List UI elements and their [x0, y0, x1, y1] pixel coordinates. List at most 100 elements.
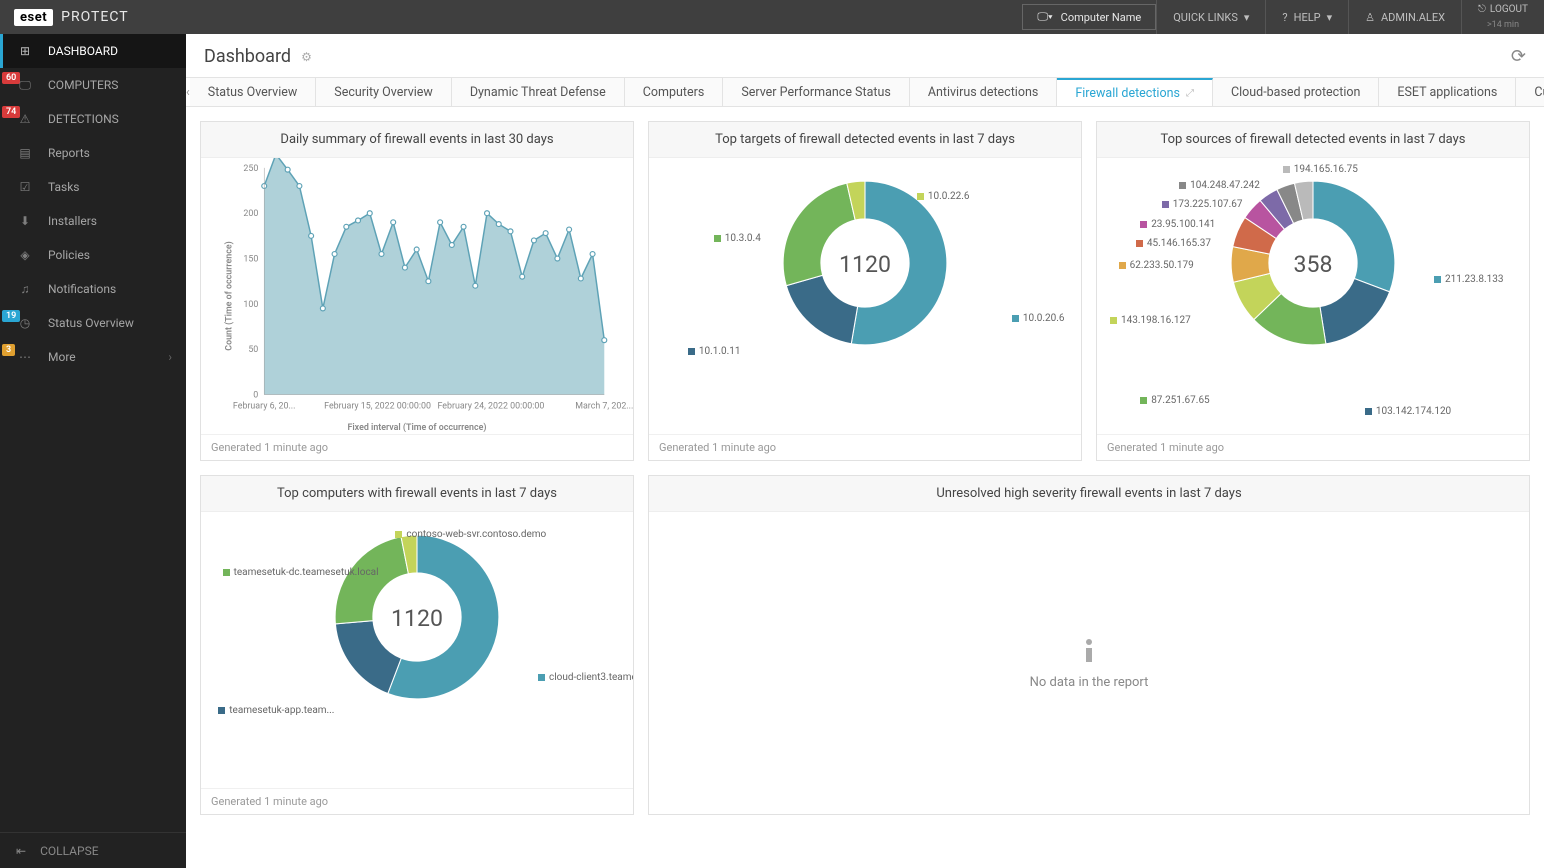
sidebar-label: Tasks [48, 180, 80, 194]
legend-swatch [1110, 317, 1117, 324]
svg-text:250: 250 [243, 164, 258, 174]
svg-text:February 24, 2022 00:00:00: February 24, 2022 00:00:00 [438, 401, 545, 411]
svg-text:1120: 1120 [839, 251, 891, 278]
tab-computers[interactable]: Computers [625, 78, 724, 106]
legend-label: 173.225.107.67 [1173, 199, 1243, 210]
tab-label: Custom Dashboard - Alex [1534, 85, 1544, 100]
legend-swatch [1136, 240, 1143, 247]
legend-swatch [1140, 221, 1147, 228]
svg-text:100: 100 [243, 300, 258, 310]
panel-title: Unresolved high severity firewall events… [649, 476, 1529, 512]
sidebar-icon: ⋯ [16, 348, 34, 366]
legend-label: cloud-client3.teames... [549, 672, 633, 683]
brand-eset: eset [14, 9, 53, 26]
legend-label: 103.142.174.120 [1376, 406, 1451, 417]
tab-antivirus-detections[interactable]: Antivirus detections [910, 78, 1058, 106]
tab-cloud-based-protection[interactable]: Cloud-based protection [1213, 78, 1379, 106]
svg-text:358: 358 [1294, 251, 1333, 278]
legend-label: 87.251.67.65 [1151, 395, 1210, 406]
legend-label: teamesetuk-dc.teamesetuk.local [234, 567, 379, 578]
sidebar-item-installers[interactable]: ⬇Installers [0, 204, 186, 238]
tab-server-performance-status[interactable]: Server Performance Status [723, 78, 910, 106]
panel-title: Top sources of firewall detected events … [1097, 122, 1529, 158]
legend-item: 173.225.107.67 [1162, 199, 1243, 210]
sidebar-label: DASHBOARD [48, 44, 118, 58]
legend-item: 62.233.50.179 [1119, 260, 1194, 271]
panel-daily-summary: Daily summary of firewall events in last… [200, 121, 634, 461]
legend-item: 143.198.16.127 [1110, 315, 1191, 326]
sidebar-item-notifications[interactable]: ♫Notifications [0, 272, 186, 306]
panel-title: Daily summary of firewall events in last… [201, 122, 633, 158]
area-chart: 050100150200250February 6, 20...February… [201, 158, 633, 434]
legend-label: 211.23.8.133 [1445, 274, 1504, 285]
logout-button[interactable]: ⎋ LOGOUT >14 min [1461, 0, 1544, 34]
donut-chart: 1120 [760, 158, 970, 368]
nodata-text: No data in the report [1030, 675, 1149, 690]
sidebar-item-reports[interactable]: ▤ Reports [0, 136, 186, 170]
sidebar-label: Notifications [48, 282, 116, 296]
tab-label: Server Performance Status [741, 85, 891, 100]
tab-status-overview[interactable]: Status Overview [190, 78, 317, 106]
logout-timer: >14 min [1487, 21, 1519, 31]
legend-item: 45.146.165.37 [1136, 238, 1211, 249]
sidebar-item-status-overview[interactable]: 19◷Status Overview [0, 306, 186, 340]
legend-item: contoso-web-svr.contoso.demo [395, 529, 546, 540]
sidebar-item-tasks[interactable]: ☑Tasks [0, 170, 186, 204]
legend-item: 103.142.174.120 [1365, 406, 1451, 417]
sidebar-icon: ▤ [16, 144, 34, 162]
legend-label: 10.0.20.6 [1023, 313, 1065, 324]
badge: 3 [2, 344, 15, 356]
sidebar-item-detections[interactable]: 74⚠DETECTIONS [0, 102, 186, 136]
sidebar-item-policies[interactable]: ◈Policies [0, 238, 186, 272]
legend-label: 45.146.165.37 [1147, 238, 1211, 249]
computer-name-selector[interactable]: 🖵▾ Computer Name [1022, 4, 1156, 30]
legend-item: 10.1.0.11 [688, 346, 741, 357]
panel-unresolved: Unresolved high severity firewall events… [648, 475, 1530, 815]
legend-item: 10.0.20.6 [1012, 313, 1065, 324]
quick-links-menu[interactable]: QUICK LINKS▾ [1156, 0, 1265, 34]
donut-chart: 1120 [312, 512, 522, 722]
refresh-icon[interactable]: ⟳ [1511, 46, 1526, 67]
chevron-right-icon: › [168, 350, 172, 364]
admin-menu[interactable]: ♙ADMIN.ALEX [1348, 0, 1461, 34]
sidebar-item-computers[interactable]: 60🖵COMPUTERS [0, 68, 186, 102]
legend-label: 104.248.47.242 [1190, 180, 1260, 191]
sidebar-label: More [48, 350, 76, 364]
svg-text:200: 200 [243, 209, 258, 219]
legend-item: 211.23.8.133 [1434, 274, 1504, 285]
legend-swatch [395, 531, 402, 538]
svg-text:February 6, 20...: February 6, 20... [233, 401, 296, 411]
collapse-label: COLLAPSE [40, 844, 98, 858]
tab-label: Cloud-based protection [1231, 85, 1360, 100]
legend-label: 10.1.0.11 [699, 346, 741, 357]
expand-icon[interactable]: ⤢ [1186, 88, 1194, 99]
sidebar-label: Installers [48, 214, 97, 228]
tab-eset-applications[interactable]: ESET applications [1379, 78, 1516, 106]
panel-footer: Generated 1 minute ago [201, 434, 633, 460]
tab-label: Status Overview [208, 85, 298, 100]
tab-dynamic-threat-defense[interactable]: Dynamic Threat Defense [452, 78, 625, 106]
svg-text:Fixed interval (Time of occurr: Fixed interval (Time of occurrence) [348, 422, 487, 433]
sidebar-label: Reports [48, 146, 90, 160]
sidebar-icon: ⊞ [16, 42, 34, 60]
svg-text:50: 50 [248, 345, 258, 355]
caret-down-icon: ▾ [1244, 11, 1250, 24]
panel-top-computers: Top computers with firewall events in la… [200, 475, 634, 815]
legend-item: teamesetuk-dc.teamesetuk.local [223, 567, 379, 578]
sidebar-item-dashboard[interactable]: ⊞ DASHBOARD [0, 34, 186, 68]
help-menu[interactable]: ?HELP▾ [1265, 0, 1348, 34]
legend-swatch [1119, 262, 1126, 269]
tab-firewall-detections[interactable]: Firewall detections⤢ [1057, 78, 1213, 106]
computer-name-label: Computer Name [1061, 11, 1142, 24]
gear-icon[interactable]: ⚙ [301, 50, 312, 64]
tab-security-overview[interactable]: Security Overview [316, 78, 452, 106]
legend-swatch [1365, 408, 1372, 415]
sidebar-item-more[interactable]: 3⋯ More › [0, 340, 186, 374]
sidebar-collapse-button[interactable]: ⇤COLLAPSE [0, 832, 186, 868]
page-title: Dashboard [204, 46, 291, 67]
panel-footer: Generated 1 minute ago [649, 434, 1081, 460]
sidebar-icon: ◈ [16, 246, 34, 264]
svg-text:March 7, 202...: March 7, 202... [575, 401, 633, 411]
tab-custom-dashboard-alex[interactable]: Custom Dashboard - Alex [1516, 78, 1544, 106]
legend-swatch [714, 235, 721, 242]
